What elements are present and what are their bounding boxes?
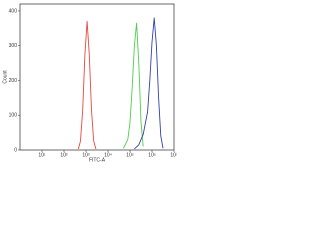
- x-tick-label: 10²: [60, 152, 68, 158]
- y-tick-label: 300: [9, 43, 18, 49]
- x-tick-label: 10⁷: [170, 152, 177, 158]
- x-tick-label: 10⁶: [148, 152, 156, 158]
- y-tick-label: 200: [9, 78, 18, 84]
- y-tick-label: 100: [9, 113, 18, 119]
- x-tick-label: 10⁵: [126, 152, 134, 158]
- y-tick-label: 0: [14, 147, 17, 153]
- plot-frame: [19, 3, 175, 151]
- y-axis-label: Count: [2, 70, 8, 84]
- chart: FITC-A Count 0 100 200 300 400 10¹ 10² 10³ 10⁴ 10…: [2, 3, 177, 163]
- histogram-curve: [77, 20, 97, 150]
- x-tick-label: 10¹: [38, 152, 46, 158]
- x-tick-label: 10³: [82, 152, 90, 158]
- histogram-curve: [122, 22, 144, 149]
- y-tick-label: 400: [9, 8, 18, 14]
- x-axis-label: FITC-A: [89, 157, 106, 163]
- x-tick-label: 10⁴: [104, 152, 112, 158]
- histogram-curve: [134, 17, 164, 150]
